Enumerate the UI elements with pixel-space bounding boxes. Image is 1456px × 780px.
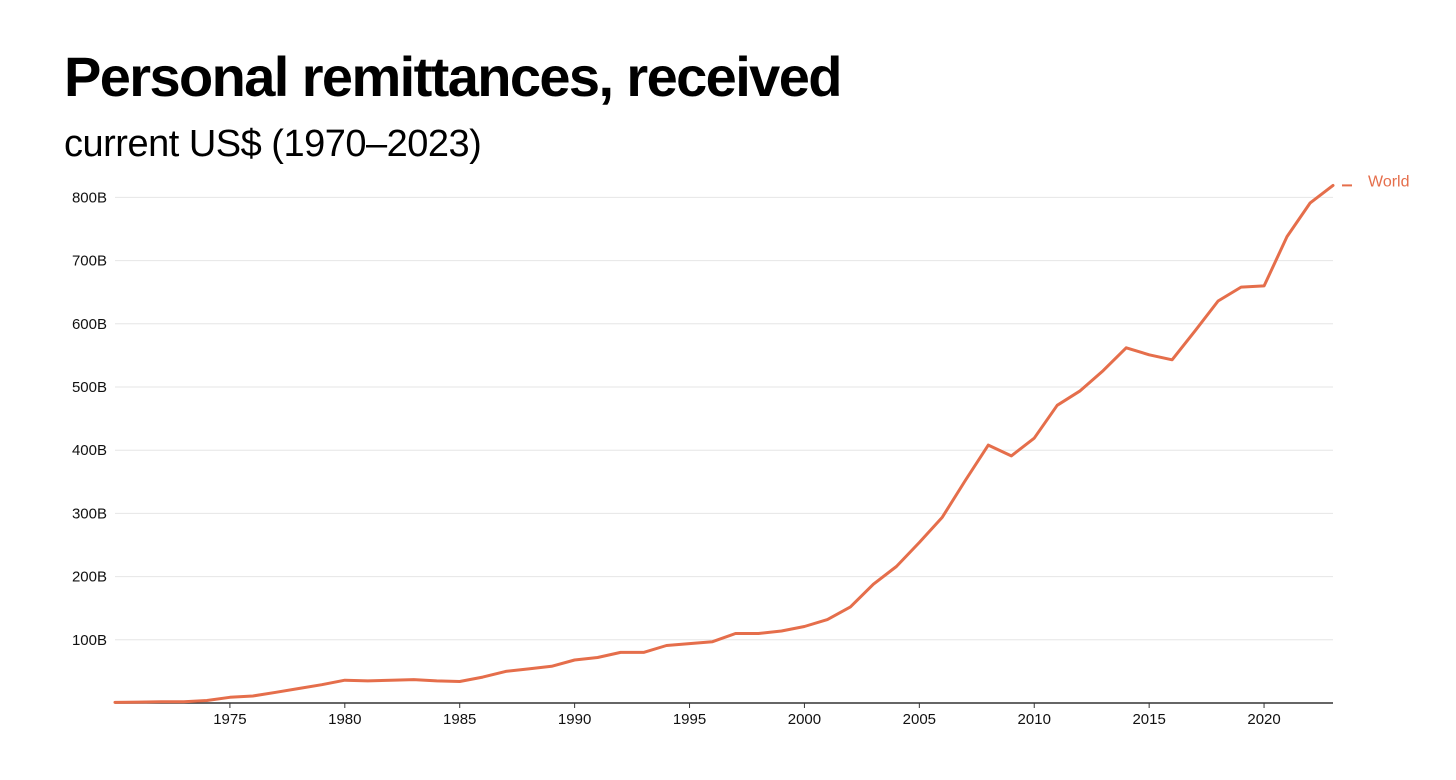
series-line-world xyxy=(113,183,1335,704)
chart-title: Personal remittances, received xyxy=(64,45,842,108)
x-tick-label: 1990 xyxy=(558,711,591,728)
y-tick-label: 500B xyxy=(72,379,107,396)
x-tick-label: 2005 xyxy=(903,711,936,728)
y-tick-label: 800B xyxy=(72,189,107,206)
x-tick-label: 1975 xyxy=(213,711,246,728)
x-tick-label: 2015 xyxy=(1132,711,1165,728)
x-tick-label: 1985 xyxy=(443,711,476,728)
x-tick-label: 1980 xyxy=(328,711,361,728)
y-tick-label: 100B xyxy=(72,632,107,649)
x-tick-label: 2010 xyxy=(1018,711,1051,728)
y-tick-label: 600B xyxy=(72,316,107,333)
series-label: World xyxy=(1368,173,1410,190)
y-tick-label: 300B xyxy=(72,505,107,522)
chart-subtitle: current US$ (1970–2023) xyxy=(64,123,482,165)
x-tick-label: 2000 xyxy=(788,711,821,728)
y-tick-label: 400B xyxy=(72,442,107,459)
x-tick-label: 1995 xyxy=(673,711,706,728)
x-tick-label: 2020 xyxy=(1247,711,1280,728)
y-tick-label: 200B xyxy=(72,569,107,586)
y-tick-label: 700B xyxy=(72,253,107,270)
